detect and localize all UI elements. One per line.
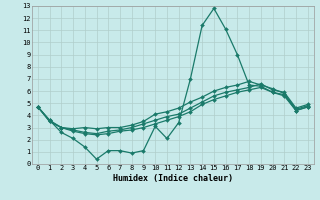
X-axis label: Humidex (Indice chaleur): Humidex (Indice chaleur) [113,174,233,183]
